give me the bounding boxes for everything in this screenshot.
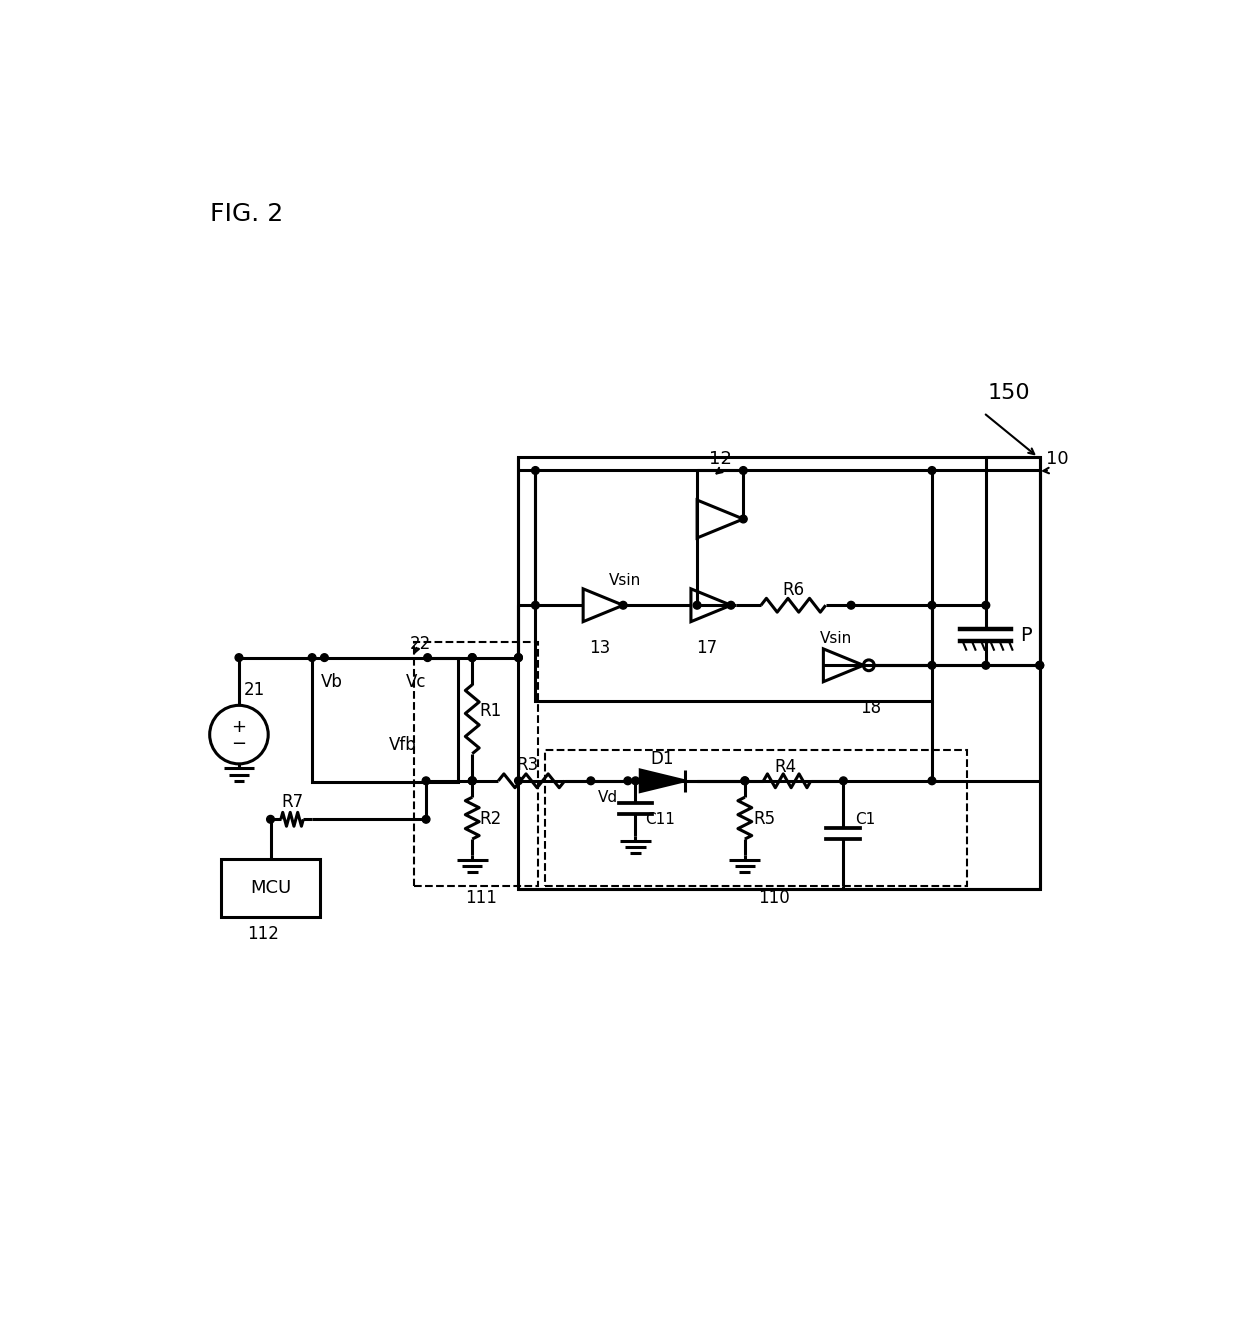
Circle shape <box>422 777 430 785</box>
Bar <box>536 471 932 702</box>
Text: 111: 111 <box>465 888 497 907</box>
Text: Vc: Vc <box>405 673 427 691</box>
Circle shape <box>928 467 936 475</box>
Bar <box>544 750 967 886</box>
Text: 112: 112 <box>247 925 279 943</box>
Circle shape <box>515 654 522 661</box>
Circle shape <box>469 654 476 661</box>
Circle shape <box>469 777 476 785</box>
Text: P: P <box>1021 625 1032 645</box>
Text: R5: R5 <box>754 810 776 829</box>
Text: 110: 110 <box>758 888 790 907</box>
Circle shape <box>321 654 329 661</box>
Circle shape <box>727 602 735 609</box>
Text: Vfb: Vfb <box>389 736 417 755</box>
Circle shape <box>742 777 749 785</box>
Text: 10: 10 <box>1047 449 1069 468</box>
Circle shape <box>928 777 936 785</box>
Text: MCU: MCU <box>250 879 291 896</box>
Circle shape <box>587 777 595 785</box>
Circle shape <box>532 602 539 609</box>
Text: R6: R6 <box>782 580 805 599</box>
Text: R4: R4 <box>775 758 797 776</box>
Polygon shape <box>640 769 684 792</box>
Text: Vb: Vb <box>320 673 342 691</box>
Circle shape <box>739 516 748 522</box>
Text: R1: R1 <box>480 702 502 720</box>
Circle shape <box>422 816 430 824</box>
Text: R3: R3 <box>517 756 539 775</box>
Text: 21: 21 <box>244 681 265 699</box>
Text: 150: 150 <box>987 383 1030 403</box>
Circle shape <box>928 661 936 669</box>
Circle shape <box>631 777 640 785</box>
Circle shape <box>928 602 936 609</box>
Circle shape <box>624 777 631 785</box>
Circle shape <box>847 602 854 609</box>
Text: R7: R7 <box>281 793 303 812</box>
Circle shape <box>515 777 522 785</box>
Circle shape <box>693 602 701 609</box>
Circle shape <box>619 602 627 609</box>
Text: C11: C11 <box>645 812 675 826</box>
Circle shape <box>1035 661 1044 669</box>
Text: D1: D1 <box>651 751 675 768</box>
Circle shape <box>982 661 990 669</box>
Text: −: − <box>232 735 247 752</box>
Circle shape <box>424 654 432 661</box>
Text: C1: C1 <box>854 812 875 826</box>
Bar <box>221 859 320 917</box>
Circle shape <box>1035 661 1044 669</box>
Circle shape <box>469 777 476 785</box>
Circle shape <box>839 777 847 785</box>
Circle shape <box>515 654 522 661</box>
Text: 17: 17 <box>697 639 718 657</box>
Circle shape <box>739 467 748 475</box>
Circle shape <box>532 467 539 475</box>
Bar <box>518 457 1040 888</box>
Text: Vsin: Vsin <box>820 631 852 646</box>
Bar <box>312 657 459 783</box>
Circle shape <box>267 816 274 824</box>
Text: Vsin: Vsin <box>609 574 641 588</box>
Circle shape <box>469 654 476 661</box>
Text: +: + <box>232 718 247 736</box>
Text: 18: 18 <box>859 698 880 717</box>
Circle shape <box>469 777 476 785</box>
Text: 12: 12 <box>709 449 732 468</box>
Text: R2: R2 <box>480 810 502 829</box>
Circle shape <box>309 654 316 661</box>
Text: FIG. 2: FIG. 2 <box>211 202 284 226</box>
Bar <box>414 642 538 886</box>
Circle shape <box>236 654 243 661</box>
Text: 13: 13 <box>589 639 610 657</box>
Text: 22: 22 <box>409 635 430 653</box>
Circle shape <box>742 777 749 785</box>
Circle shape <box>982 602 990 609</box>
Text: Vd: Vd <box>598 791 618 805</box>
